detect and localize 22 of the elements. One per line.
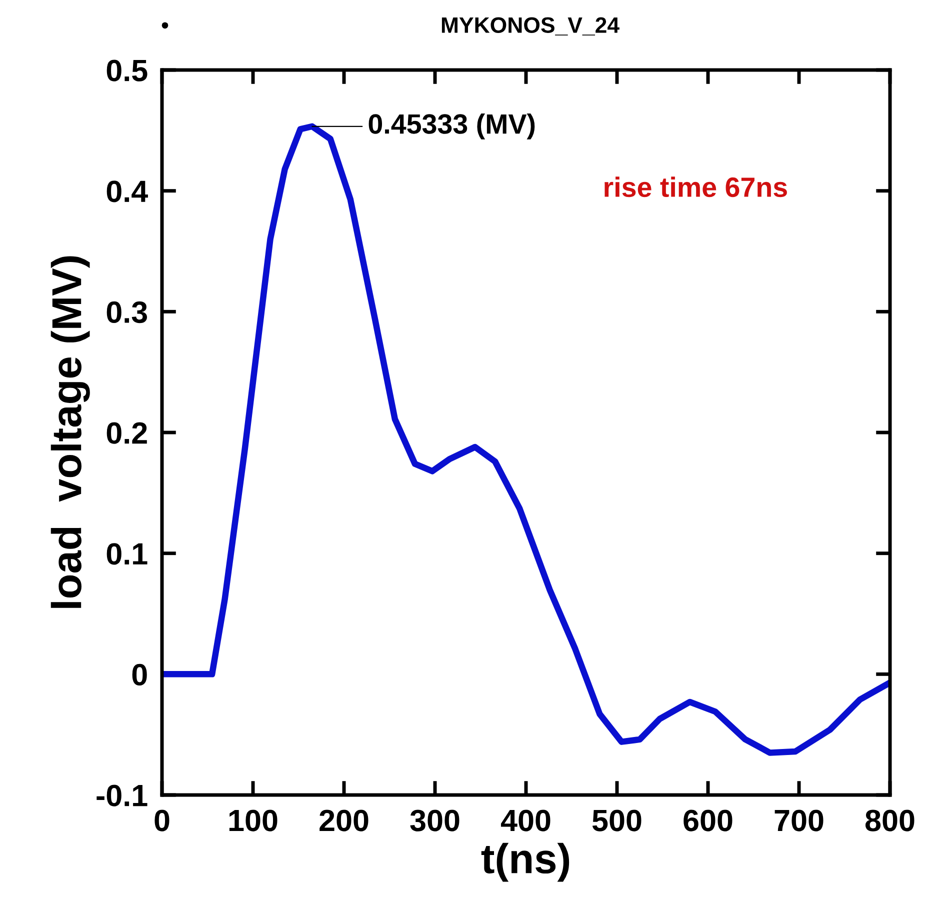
y-tick-label: 0 — [132, 664, 147, 686]
x-axis-title: t(ns) — [481, 842, 570, 882]
annotation: rise time 67ns — [604, 176, 787, 198]
annotation: 0.45333 (MV) — [368, 113, 535, 140]
y-tick-label: 0.2 — [106, 422, 147, 444]
x-tick-label: 0 — [154, 810, 170, 832]
x-tick-label: 200 — [320, 810, 368, 832]
y-axis-title: load voltage (MV) — [50, 256, 90, 608]
x-tick-label: 500 — [592, 810, 642, 832]
x-tick-label: 700 — [774, 810, 824, 832]
x-tick-label: 300 — [410, 810, 460, 832]
chart-title: MYKONOS_V_24 — [442, 17, 620, 36]
y-tick-label: 0.4 — [106, 180, 148, 202]
x-tick-label: 800 — [865, 810, 914, 832]
y-tick-label: 0.3 — [106, 301, 148, 324]
x-tick-label: 400 — [500, 810, 550, 832]
y-tick-label: 0.5 — [106, 60, 148, 82]
text: • — [162, 22, 168, 29]
y-tick-label: -0.1 — [96, 784, 148, 806]
y-tick-label: 0.1 — [106, 543, 148, 565]
x-tick-label: 100 — [229, 810, 278, 832]
x-tick-label: 600 — [684, 810, 732, 832]
